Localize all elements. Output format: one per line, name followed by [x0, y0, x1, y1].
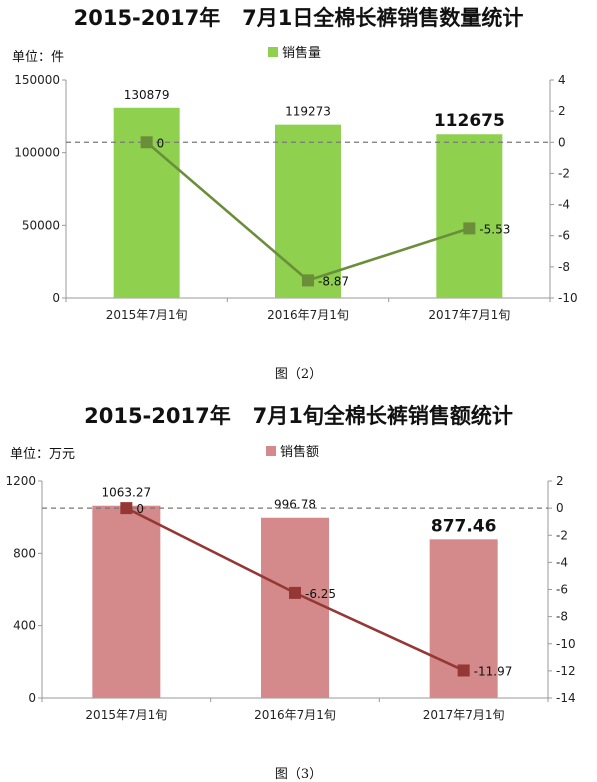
chart-2-svg: 0 400 800 1200 2 0 -2 -4 -6 -8 -10 -12 -14 2015年7月1旬 2… [5, 474, 576, 722]
bar [436, 134, 503, 298]
change-rate-point [120, 502, 133, 515]
x-tick-label: 2017年7月1旬 [423, 708, 505, 722]
x-tick-label: 2017年7月1旬 [428, 308, 510, 322]
right-tick-label: -2 [556, 528, 568, 542]
legend-swatch-icon [268, 46, 278, 57]
right-tick-label: -8 [558, 260, 570, 274]
legend-swatch-icon [266, 445, 276, 456]
right-tick-label: -14 [556, 691, 576, 705]
bar-value-label: 112675 [434, 111, 505, 131]
bar-value-label: 130879 [124, 88, 170, 102]
bar-value-label: 996.78 [274, 498, 316, 512]
right-tick-label: -6 [558, 229, 570, 243]
right-tick-label: 0 [558, 135, 566, 149]
left-tick-label: 800 [13, 546, 36, 560]
chart-2-legend-label: 销售额 [280, 445, 320, 460]
left-tick-label: 0 [52, 291, 60, 305]
chart-1-title: 2015-2017年 7月1日全棉长裤销售数量统计 [73, 6, 524, 30]
right-tick-label: 0 [556, 501, 564, 515]
bar-value-label: 119273 [285, 105, 331, 119]
left-tick-label: 150000 [14, 73, 60, 87]
change-rate-label: -11.97 [474, 664, 513, 678]
change-rate-label: -6.25 [305, 587, 336, 601]
x-tick-label: 2016年7月1旬 [254, 708, 336, 722]
right-tick-label: 2 [558, 104, 566, 118]
x-tick-label: 2016年7月1旬 [267, 308, 349, 322]
change-rate-label: -8.87 [318, 274, 349, 288]
right-tick-label: -10 [558, 291, 578, 305]
chart-1-unit-label: 单位：件 [12, 50, 65, 65]
left-tick-label: 50000 [22, 218, 60, 232]
bar [92, 505, 161, 698]
bar-value-label: 877.46 [431, 516, 497, 536]
right-tick-label: -4 [558, 198, 570, 212]
right-tick-label: -12 [556, 664, 576, 678]
change-rate-label: 0 [157, 136, 165, 150]
bar [275, 124, 341, 298]
change-rate-point [457, 664, 470, 677]
bar [261, 517, 329, 698]
left-tick-label: 1200 [5, 474, 36, 488]
right-tick-label: -6 [556, 583, 568, 597]
chart-2-caption: 图（3） [274, 767, 323, 782]
right-tick-label: -8 [556, 610, 568, 624]
chart-2-title: 2015-2017年 7月1旬全棉长裤销售额统计 [84, 404, 513, 428]
chart-1-caption: 图（2） [274, 367, 323, 382]
chart-2-unit-label: 单位：万元 [10, 447, 76, 462]
change-rate-label: -5.53 [479, 222, 510, 236]
change-rate-point [302, 274, 314, 287]
chart-2-legend: 销售额 [266, 441, 319, 460]
right-tick-label: -4 [556, 555, 568, 569]
x-tick-label: 2015年7月1旬 [85, 708, 167, 722]
chart-1-legend: 销售量 [268, 42, 321, 61]
change-rate-point [289, 586, 301, 599]
bar-value-label: 1063.27 [102, 486, 152, 500]
chart-1-svg: 0 50000 100000 150000 4 2 0 -2 -4 -6 -8 -10 2015年7月1… [14, 73, 578, 322]
right-tick-label: -10 [556, 637, 576, 651]
change-rate-point [463, 222, 476, 235]
right-tick-label: 2 [556, 474, 564, 488]
change-rate-label: 0 [136, 502, 144, 516]
chart-1-legend-label: 销售量 [282, 46, 322, 61]
right-tick-label: 4 [558, 73, 566, 87]
left-tick-label: 0 [28, 691, 36, 705]
left-tick-label: 400 [13, 619, 36, 633]
change-rate-point [140, 136, 153, 149]
right-tick-label: -2 [558, 166, 570, 180]
x-tick-label: 2015年7月1旬 [106, 308, 188, 322]
left-tick-label: 100000 [14, 146, 60, 160]
